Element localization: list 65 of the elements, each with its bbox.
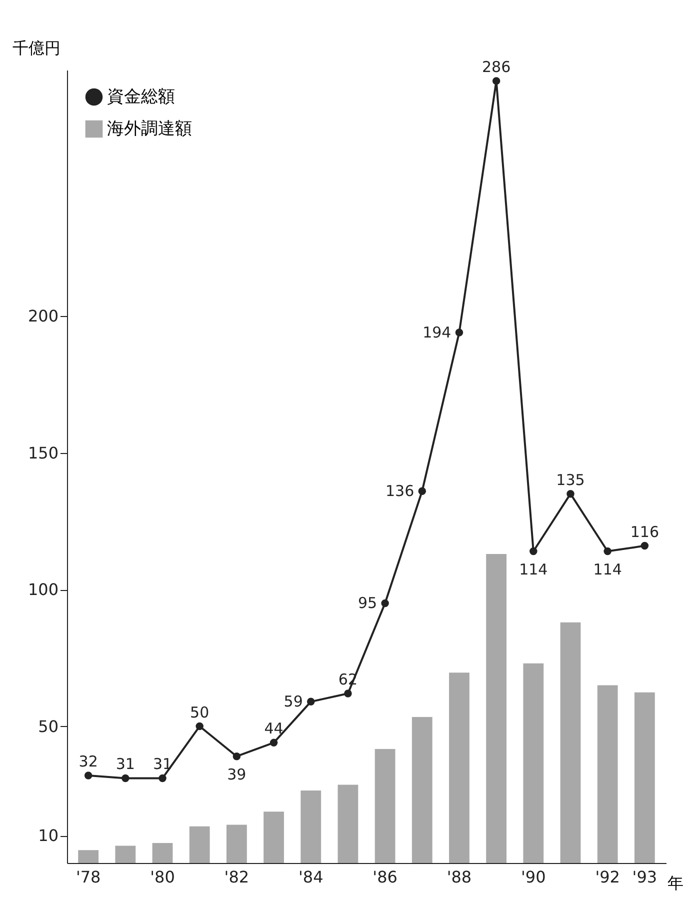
bar bbox=[189, 826, 210, 863]
data-label: 114 bbox=[519, 560, 548, 578]
data-label: 136 bbox=[385, 482, 414, 500]
point bbox=[158, 774, 166, 782]
data-label: 50 bbox=[190, 703, 210, 722]
point bbox=[122, 774, 130, 782]
point bbox=[640, 542, 649, 550]
point bbox=[344, 690, 352, 698]
data-label: 32 bbox=[78, 752, 98, 770]
x-tick-label: '93 bbox=[632, 868, 658, 886]
x-tick-label: '84 bbox=[298, 868, 324, 886]
y-tick-label: 50 bbox=[38, 716, 58, 736]
point bbox=[381, 599, 389, 608]
data-label: 31 bbox=[116, 755, 135, 774]
data-label: 31 bbox=[152, 755, 172, 774]
bar bbox=[449, 672, 470, 863]
bar bbox=[523, 663, 544, 863]
y-tick-label: 200 bbox=[28, 306, 58, 326]
point bbox=[196, 722, 204, 730]
point bbox=[84, 772, 92, 780]
point bbox=[270, 738, 278, 747]
x-tick-label: '86 bbox=[372, 868, 398, 886]
legend-label: 資金総額 bbox=[107, 87, 175, 107]
legend-label: 海外調達額 bbox=[107, 119, 192, 139]
data-label: 116 bbox=[630, 522, 659, 541]
x-tick-label: '88 bbox=[446, 868, 472, 886]
point bbox=[604, 547, 612, 556]
point bbox=[306, 698, 315, 706]
bar bbox=[338, 784, 358, 863]
bar bbox=[226, 824, 247, 863]
bar bbox=[115, 846, 136, 863]
bar bbox=[597, 685, 618, 863]
bar bbox=[634, 692, 655, 863]
y-axis-title: 千億円 bbox=[12, 38, 60, 58]
bar bbox=[78, 850, 99, 863]
data-label: 39 bbox=[227, 765, 246, 784]
bar bbox=[300, 790, 322, 863]
point bbox=[492, 77, 500, 85]
point bbox=[418, 487, 426, 495]
y-tick-label: 150 bbox=[28, 443, 58, 462]
x-tick-label: '78 bbox=[76, 868, 101, 886]
bar bbox=[560, 622, 581, 863]
point bbox=[232, 752, 241, 760]
data-label: 135 bbox=[556, 470, 585, 489]
x-tick-label: '82 bbox=[224, 868, 250, 886]
point bbox=[455, 328, 464, 336]
data-label: 114 bbox=[593, 560, 622, 578]
bar bbox=[264, 812, 284, 863]
x-tick-label: '90 bbox=[521, 868, 546, 886]
data-label: 59 bbox=[284, 692, 303, 711]
x-tick-label: '92 bbox=[595, 868, 620, 886]
data-label: 286 bbox=[482, 58, 511, 76]
bar bbox=[412, 716, 432, 863]
point bbox=[530, 547, 538, 556]
data-label: 44 bbox=[264, 720, 284, 738]
point bbox=[566, 490, 574, 498]
bar bbox=[152, 843, 173, 863]
x-axis-title: 年 bbox=[668, 874, 684, 892]
y-tick-label: 100 bbox=[28, 580, 58, 600]
y-tick-label: 10 bbox=[38, 826, 58, 846]
bar bbox=[486, 554, 507, 863]
data-label: 194 bbox=[422, 324, 452, 342]
x-tick-label: '80 bbox=[150, 868, 175, 886]
data-label: 95 bbox=[358, 594, 378, 612]
bar bbox=[374, 748, 396, 863]
